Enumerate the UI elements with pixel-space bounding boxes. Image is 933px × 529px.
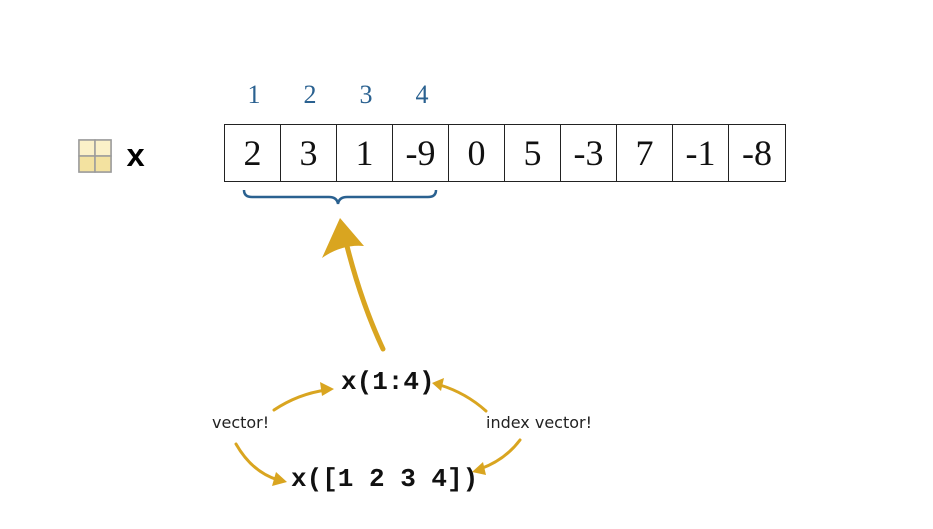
index-vector-note: index vector! <box>486 413 593 432</box>
index-label-1: 1 <box>247 80 261 109</box>
array-cell: 7 <box>617 125 673 181</box>
array-cell: 5 <box>505 125 561 181</box>
vector-index-expression: x([1 2 3 4]) <box>291 464 479 494</box>
array-cell: 2 <box>225 125 281 181</box>
array-cell: 1 <box>337 125 393 181</box>
array-cell: -3 <box>561 125 617 181</box>
variable-name: x <box>126 139 146 176</box>
array-cells: 2 3 1 -9 0 5 -3 7 -1 -8 <box>224 124 786 182</box>
array-cell: -1 <box>673 125 729 181</box>
main-arrow-head <box>322 218 364 258</box>
vector-arrow-down-head <box>272 472 287 486</box>
vector-arrow-down <box>234 442 280 482</box>
index-arrow-up <box>438 383 488 413</box>
array-cell: -8 <box>742 133 772 173</box>
index-label-4: 4 <box>415 80 429 109</box>
array-cell: 0 <box>449 125 505 181</box>
index-arrow-up-head <box>432 378 444 391</box>
variable-grid-icon <box>78 139 112 173</box>
index-arrow-down <box>478 438 522 471</box>
vector-arrow-up-head <box>320 382 334 396</box>
index-label-2: 2 <box>303 80 317 109</box>
index-arrow-down-head <box>472 462 486 475</box>
index-label-3: 3 <box>359 80 373 109</box>
index-labels: 1 2 3 4 <box>226 78 786 112</box>
vector-note: vector! <box>212 413 270 432</box>
range-index-expression: x(1:4) <box>341 367 435 397</box>
vector-arrow-up <box>272 388 328 412</box>
main-arrow-shaft <box>342 235 386 352</box>
array-cell: 3 <box>281 125 337 181</box>
selection-brace <box>242 189 438 205</box>
array-cell: -9 <box>393 125 449 181</box>
